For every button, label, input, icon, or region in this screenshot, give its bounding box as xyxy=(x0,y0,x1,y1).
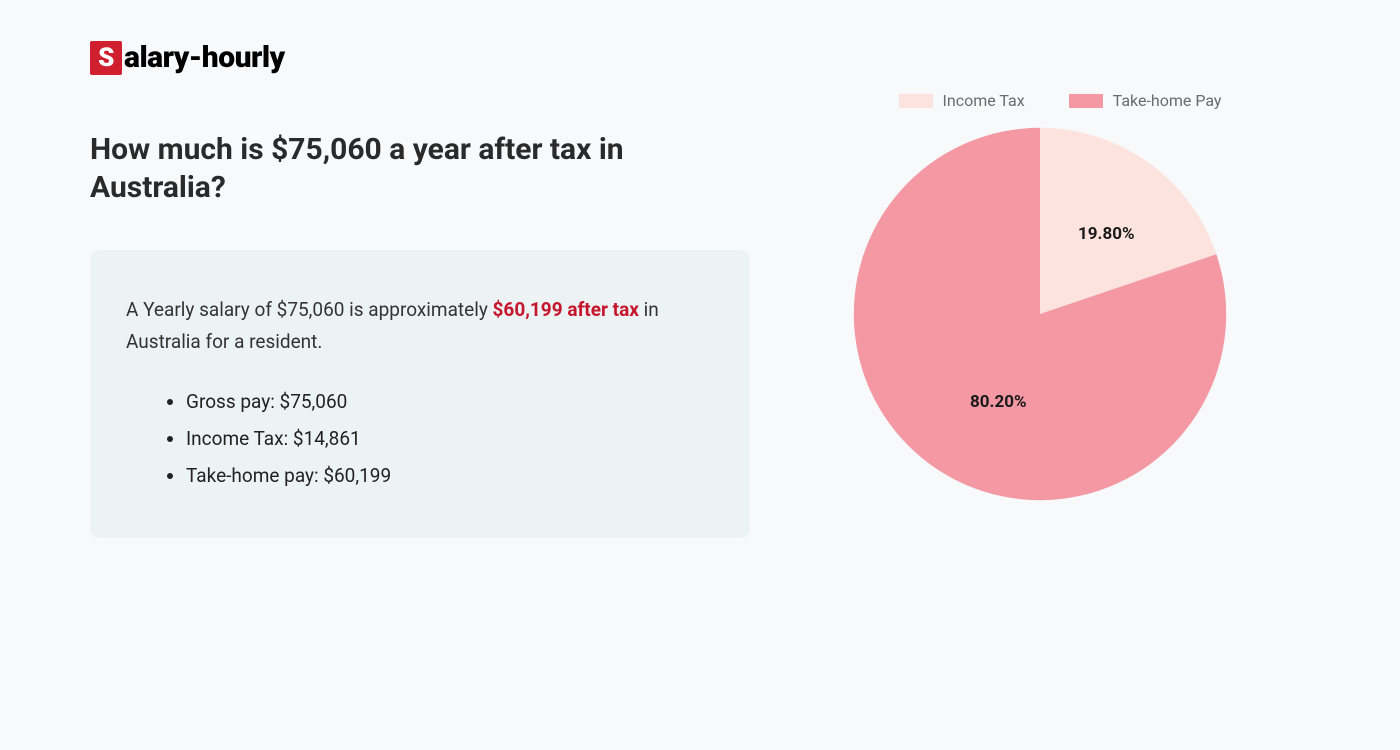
summary-list: Gross pay: $75,060 Income Tax: $14,861 T… xyxy=(126,383,714,494)
summary-card: A Yearly salary of $75,060 is approximat… xyxy=(90,250,750,538)
summary-highlight: $60,199 after tax xyxy=(493,298,639,321)
legend-item-takehome: Take-home Pay xyxy=(1069,91,1222,110)
legend-swatch xyxy=(1069,94,1103,108)
pie-chart: 19.80% 80.20% xyxy=(850,124,1230,504)
legend-swatch xyxy=(899,94,933,108)
left-column: How much is $75,060 a year after tax in … xyxy=(90,131,750,538)
page-title: How much is $75,060 a year after tax in … xyxy=(90,131,750,206)
pie-label-income-tax: 19.80% xyxy=(1078,224,1135,244)
pie-label-takehome: 80.20% xyxy=(970,392,1027,412)
list-item: Income Tax: $14,861 xyxy=(186,420,714,457)
summary-prefix: A Yearly salary of $75,060 is approximat… xyxy=(126,298,493,321)
logo-box: S xyxy=(90,41,122,75)
chart-legend: Income Tax Take-home Pay xyxy=(860,91,1260,110)
legend-item-income-tax: Income Tax xyxy=(899,91,1025,110)
right-column: Income Tax Take-home Pay 19.80% 80.20% xyxy=(860,91,1260,538)
legend-label: Take-home Pay xyxy=(1113,91,1222,110)
list-item: Take-home pay: $60,199 xyxy=(186,457,714,494)
summary-text: A Yearly salary of $75,060 is approximat… xyxy=(126,294,714,359)
legend-label: Income Tax xyxy=(943,91,1025,110)
logo: Salary-hourly xyxy=(90,40,1310,75)
content: How much is $75,060 a year after tax in … xyxy=(90,131,1310,538)
pie-svg xyxy=(850,124,1230,504)
list-item: Gross pay: $75,060 xyxy=(186,383,714,420)
logo-text: alary-hourly xyxy=(124,40,285,75)
